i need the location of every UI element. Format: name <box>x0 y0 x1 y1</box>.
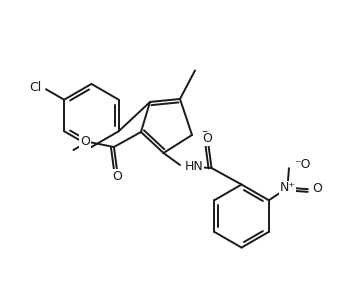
Text: O: O <box>202 132 212 145</box>
Text: Cl: Cl <box>29 81 42 94</box>
Text: N⁺: N⁺ <box>279 181 296 194</box>
Text: O: O <box>113 170 122 183</box>
Text: S: S <box>200 130 208 143</box>
Text: ⁻O: ⁻O <box>294 158 310 171</box>
Text: O: O <box>313 182 323 195</box>
Text: HN: HN <box>185 160 203 173</box>
Text: O: O <box>80 135 90 148</box>
